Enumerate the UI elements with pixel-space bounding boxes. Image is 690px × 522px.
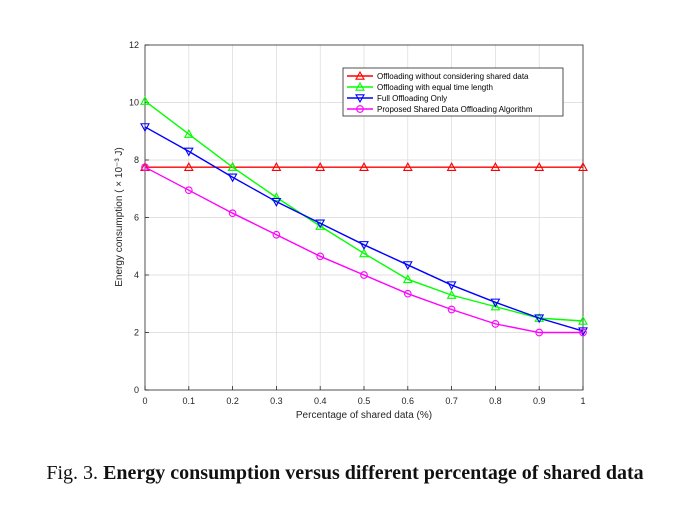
x-tick-label: 0 [142, 396, 147, 406]
data-point [355, 81, 365, 91]
data-point [227, 162, 238, 171]
data-point [359, 248, 369, 258]
series-4 [141, 163, 587, 337]
x-tick-label: 1 [580, 396, 585, 406]
x-tick-label: 0.1 [183, 396, 196, 406]
data-point [447, 305, 456, 314]
data-point [578, 327, 588, 337]
data-point [578, 162, 588, 171]
figure-caption-text: Energy consumption versus different perc… [103, 462, 644, 484]
data-point [227, 173, 238, 183]
series-line [144, 126, 584, 332]
data-point [490, 298, 501, 308]
data-point [491, 320, 500, 328]
data-point [315, 219, 326, 229]
data-point [183, 147, 194, 157]
data-point [490, 301, 501, 311]
data-point [271, 197, 282, 207]
data-point [359, 162, 369, 171]
data-point [402, 162, 413, 171]
figure-label: Fig. 3. [46, 462, 99, 484]
data-point [534, 314, 545, 324]
legend-label: Full Offloading Only [377, 94, 447, 103]
data-point [534, 162, 545, 171]
legend-label: Offloading without considering shared da… [377, 72, 529, 81]
data-point [183, 128, 194, 138]
data-point [272, 230, 281, 239]
x-tick-label: 0.7 [445, 396, 458, 406]
y-tick-label: 0 [134, 385, 139, 395]
y-tick-label: 4 [134, 270, 139, 280]
data-point [403, 289, 412, 298]
data-point [315, 162, 326, 171]
y-tick-label: 10 [129, 98, 139, 108]
legend: Offloading without considering shared da… [342, 67, 564, 117]
series-line [144, 166, 583, 334]
data-point [356, 105, 364, 113]
data-point [140, 123, 150, 133]
data-point [184, 186, 193, 195]
data-point [141, 163, 149, 172]
y-tick-label: 8 [134, 155, 139, 165]
x-tick-label: 0.3 [270, 396, 283, 406]
series-line [144, 100, 584, 322]
data-point [140, 95, 150, 105]
x-tick-label: 0.4 [314, 396, 327, 406]
x-tick-label: 0.5 [358, 396, 371, 406]
data-point [316, 252, 325, 261]
y-tick-label: 6 [134, 213, 139, 223]
data-point [355, 70, 365, 80]
legend-label: Proposed Shared Data Offloading Algorith… [377, 105, 533, 114]
data-point [360, 271, 368, 279]
data-point [402, 274, 413, 284]
data-point [446, 281, 457, 291]
y-tick-label: 12 [129, 40, 139, 50]
series-3 [140, 123, 588, 337]
data-point [446, 162, 457, 171]
data-point [446, 289, 457, 299]
data-point [271, 162, 282, 171]
data-point [578, 315, 588, 325]
data-point [355, 94, 365, 104]
data-point [402, 261, 413, 271]
x-tick-label: 0.9 [533, 396, 546, 406]
data-point [183, 162, 194, 171]
x-tick-label: 0.2 [226, 396, 239, 406]
x-axis-label: Percentage of shared data (%) [296, 410, 432, 421]
data-point [359, 241, 369, 250]
data-point [315, 220, 326, 230]
data-point [579, 328, 587, 337]
legend-label: Offloading with equal time length [377, 83, 493, 92]
y-tick-label: 2 [134, 328, 139, 338]
x-tick-label: 0.8 [489, 396, 502, 406]
legend-box [342, 67, 564, 117]
data-point [228, 209, 237, 218]
series-group [140, 95, 588, 337]
x-tick-label: 0.6 [402, 396, 415, 406]
data-point [490, 162, 501, 171]
y-axis-label: Energy consumption ( × 10⁻³ J) [114, 147, 125, 287]
data-point [271, 192, 282, 202]
data-point [535, 328, 544, 337]
figure-caption: Fig. 3. Energy consumption versus differ… [0, 462, 690, 485]
